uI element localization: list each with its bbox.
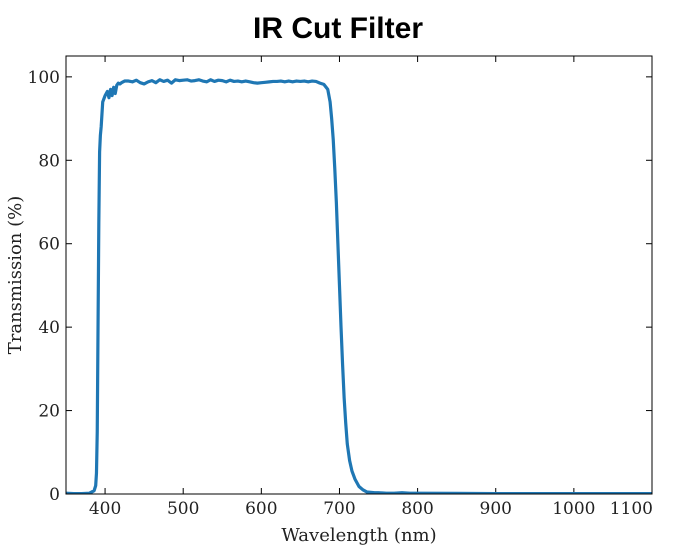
x-tick-label: 500 <box>167 499 199 519</box>
y-tick-label: 100 <box>28 68 60 88</box>
x-tick-label: 900 <box>480 499 512 519</box>
x-tick-label: 1100 <box>610 499 653 519</box>
y-tick-label: 20 <box>38 402 60 422</box>
x-axis-label: Wavelength (nm) <box>281 525 436 546</box>
transmission-curve <box>66 78 652 494</box>
chart-title: IR Cut Filter <box>253 12 423 45</box>
tick-labels: 400 500 600 700 800 900 1000 1100 0 20 40 60 80 100 <box>28 68 653 519</box>
y-tick-label: 40 <box>38 318 60 338</box>
x-tick-label: 1000 <box>552 499 595 519</box>
y-tick-label: 60 <box>38 235 60 255</box>
x-tick-label: 700 <box>323 499 355 519</box>
x-tick-label: 600 <box>245 499 277 519</box>
y-tick-label: 0 <box>49 485 60 505</box>
x-tick-label: 400 <box>89 499 121 519</box>
y-tick-label: 80 <box>38 151 60 171</box>
x-tick-label: 800 <box>401 499 433 519</box>
axis-ticks <box>66 56 653 495</box>
plot-frame <box>65 55 653 495</box>
y-axis-label: Transmission (%) <box>5 196 26 355</box>
